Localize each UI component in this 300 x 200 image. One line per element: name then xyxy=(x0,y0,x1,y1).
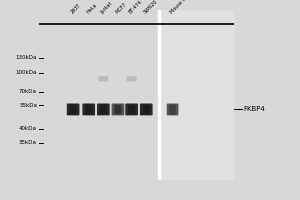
FancyBboxPatch shape xyxy=(70,105,77,114)
FancyBboxPatch shape xyxy=(67,104,80,115)
FancyBboxPatch shape xyxy=(85,105,92,114)
Text: 55kDa: 55kDa xyxy=(19,103,37,108)
FancyBboxPatch shape xyxy=(127,76,136,81)
FancyBboxPatch shape xyxy=(169,105,176,114)
FancyBboxPatch shape xyxy=(97,104,110,115)
FancyBboxPatch shape xyxy=(125,104,138,115)
Bar xyxy=(159,10,234,180)
Text: Jurkat: Jurkat xyxy=(100,1,114,15)
FancyBboxPatch shape xyxy=(143,105,150,114)
Text: BT-474: BT-474 xyxy=(128,0,144,15)
Text: MCF7: MCF7 xyxy=(114,2,128,15)
Text: FKBP4: FKBP4 xyxy=(244,106,266,112)
Text: 100kDa: 100kDa xyxy=(16,70,37,75)
FancyBboxPatch shape xyxy=(82,104,95,115)
Text: 70kDa: 70kDa xyxy=(19,89,37,94)
Text: SW620: SW620 xyxy=(143,0,158,15)
Text: 40kDa: 40kDa xyxy=(19,127,37,132)
FancyBboxPatch shape xyxy=(128,105,135,114)
FancyBboxPatch shape xyxy=(140,104,153,115)
FancyBboxPatch shape xyxy=(167,104,178,115)
Text: 130kDa: 130kDa xyxy=(16,55,37,60)
FancyBboxPatch shape xyxy=(112,104,124,115)
FancyBboxPatch shape xyxy=(98,76,108,81)
FancyBboxPatch shape xyxy=(100,105,107,114)
Text: HeLa: HeLa xyxy=(85,3,98,15)
FancyBboxPatch shape xyxy=(114,105,122,114)
Text: 35kDa: 35kDa xyxy=(19,140,37,145)
Text: 293T: 293T xyxy=(70,3,82,15)
Text: Mouse testis: Mouse testis xyxy=(169,0,194,15)
